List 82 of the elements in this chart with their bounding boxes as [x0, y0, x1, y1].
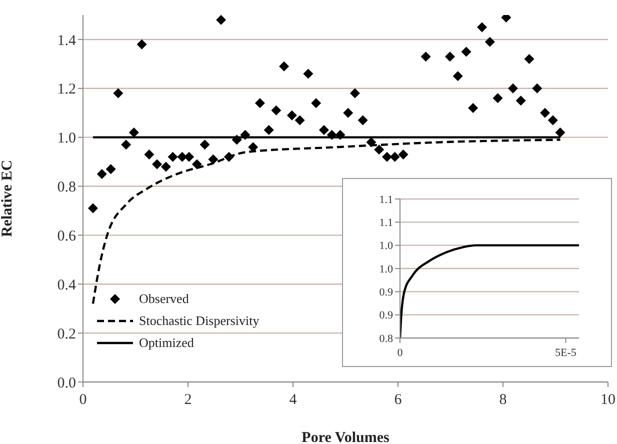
point — [208, 154, 218, 164]
point — [303, 68, 314, 79]
point — [374, 144, 384, 155]
point — [548, 115, 558, 126]
point — [444, 52, 455, 62]
point — [264, 124, 274, 135]
point — [468, 102, 478, 113]
point — [113, 88, 124, 98]
point — [106, 164, 116, 174]
point — [398, 149, 408, 160]
point — [128, 127, 139, 138]
y-tick-label: 1.0 — [379, 263, 394, 276]
x-tick-label: 8 — [499, 392, 507, 408]
point — [350, 88, 360, 98]
x-tick-label: 0 — [397, 347, 404, 359]
point — [311, 98, 322, 108]
point — [326, 130, 337, 140]
point — [477, 22, 487, 32]
x-tick-label: 6 — [394, 392, 402, 408]
legend-label: Stochastic Dispersivity — [139, 313, 260, 329]
x-axis-title: Pore Volumes — [302, 430, 390, 444]
point — [200, 140, 210, 150]
point — [192, 159, 202, 170]
point — [492, 93, 503, 104]
y-tick-label: 1.2 — [57, 82, 76, 98]
y-tick-label: 1.0 — [57, 130, 76, 147]
point — [286, 110, 297, 120]
point — [555, 127, 566, 138]
y-tick-label: 0.2 — [57, 326, 76, 342]
point — [136, 39, 147, 50]
point — [177, 152, 188, 162]
point — [160, 162, 171, 172]
y-tick-label: 1.4 — [57, 32, 76, 49]
x-tick-label: 0 — [79, 392, 87, 408]
x-tick-label: 10 — [600, 392, 616, 408]
point — [121, 140, 132, 150]
legend-label: Observed — [139, 291, 189, 307]
point — [144, 149, 154, 160]
x-tick-label: 2 — [184, 392, 192, 408]
point — [294, 115, 305, 126]
point — [461, 46, 472, 57]
y-tick-label: 1.1 — [379, 217, 393, 230]
point — [508, 83, 518, 94]
point — [540, 108, 550, 118]
point — [88, 203, 98, 214]
point — [216, 15, 226, 25]
point — [484, 36, 495, 47]
y-tick-label: 1.1 — [379, 194, 393, 206]
point — [335, 130, 346, 140]
point — [390, 152, 400, 162]
x-tick-label: 4 — [289, 392, 298, 408]
point — [382, 152, 392, 162]
y-tick-label: 0.4 — [57, 277, 76, 294]
y-tick-label: 1.0 — [379, 240, 394, 252]
point — [452, 71, 463, 82]
point — [366, 137, 376, 148]
y-tick-label: 0.8 — [379, 332, 394, 345]
point — [420, 52, 431, 62]
y-tick-label: 0.6 — [57, 228, 76, 245]
point — [168, 152, 178, 162]
point — [524, 54, 534, 64]
y-tick-label: 0.8 — [57, 180, 76, 196]
point — [224, 152, 234, 162]
point — [271, 105, 282, 116]
point — [516, 96, 526, 106]
point — [358, 115, 368, 126]
point — [318, 124, 329, 135]
point — [96, 169, 107, 180]
point — [254, 98, 265, 108]
point — [343, 108, 354, 118]
y-tick-label: 0.0 — [57, 375, 76, 392]
y-tick-label: 0.9 — [379, 286, 394, 299]
point — [152, 159, 162, 170]
legend-label: Optimized — [139, 335, 194, 351]
y-axis-title: Relative EC — [0, 160, 16, 238]
point — [240, 130, 250, 140]
y-tick-label: 0.9 — [379, 310, 394, 322]
point — [232, 134, 242, 145]
point — [279, 61, 290, 72]
x-tick-label: 5E-5 — [555, 347, 577, 359]
point — [532, 83, 542, 94]
point — [184, 152, 194, 162]
